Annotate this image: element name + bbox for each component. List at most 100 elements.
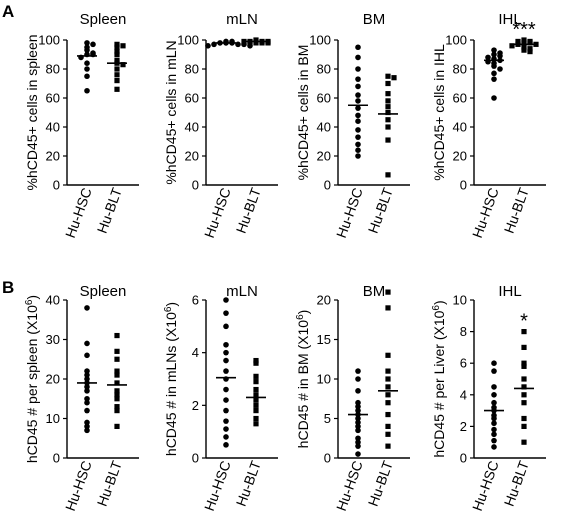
chart-b-mln-title: mLN <box>226 283 258 300</box>
chart-a-bm-point-hu-hsc <box>355 112 361 119</box>
chart-b-spleen-point-hu-blt <box>114 423 120 429</box>
chart-a-bm-point-hu-blt <box>385 80 391 87</box>
chart-a-spleen-point-hu-blt <box>114 49 120 55</box>
chart-b-spleen-y-label: hCD45 # per spleen (X106) <box>24 295 41 463</box>
chart-b-mln-point-hu-hsc <box>223 341 229 348</box>
chart-b-spleen-y-tick-label: 10 <box>46 411 60 426</box>
panel-label-b: B <box>2 278 14 297</box>
chart-b-mln-point-hu-hsc <box>223 368 229 374</box>
chart-a-spleen-point-hu-blt <box>114 44 120 50</box>
chart-a-bm-point-hu-hsc <box>355 105 361 111</box>
chart-a-ihl-point-hu-blt <box>533 41 539 47</box>
chart-b-bm-category-hu-blt: Hu-BLT <box>365 458 396 508</box>
chart-b-spleen-point-hu-hsc <box>84 340 90 347</box>
chart-a-ihl-title: IHL <box>498 11 521 28</box>
chart-b-bm-y-tick-label: 10 <box>317 372 331 387</box>
chart-b-mln-y-tick-label: 4 <box>192 345 199 360</box>
chart-b-bm-point-hu-hsc <box>355 403 361 410</box>
chart-a-spleen-point-hu-hsc <box>84 87 90 94</box>
chart-a-mln-point-hu-blt <box>253 37 259 43</box>
chart-a-bm-category-hu-blt: Hu-BLT <box>365 185 396 235</box>
chart-a-ihl-point-hu-blt <box>527 49 533 55</box>
chart-a-bm-y-label: %hCD45+ cells in BM <box>295 45 311 181</box>
chart-b-spleen-category-hu-blt: Hu-BLT <box>94 458 125 508</box>
chart-a-bm-point-hu-hsc <box>355 147 361 153</box>
chart-b-mln-point-hu-hsc <box>223 397 229 403</box>
chart-b-spleen-y-tick-label: 20 <box>46 372 60 387</box>
chart-b-mln-point-hu-blt <box>253 415 259 422</box>
chart-a-ihl-point-hu-blt <box>527 46 533 52</box>
chart-b-bm-point-hu-blt <box>385 411 391 418</box>
chart-b-bm-point-hu-hsc <box>355 439 361 446</box>
chart-a-ihl-point-hu-blt <box>509 43 515 49</box>
chart-b-spleen-point-hu-blt <box>114 408 120 414</box>
chart-b-ihl-point-hu-hsc <box>491 426 497 433</box>
chart-a-ihl-y-tick-label: 40 <box>453 120 467 135</box>
chart-b-spleen-point-hu-hsc <box>84 407 90 414</box>
chart-b-mln-point-hu-blt <box>253 392 259 398</box>
chart-a-spleen-point-hu-hsc <box>84 73 90 80</box>
chart-a-bm-point-hu-blt <box>385 73 391 79</box>
chart-b-bm-title: BM <box>363 283 386 300</box>
chart-a-mln-y-label: %hCD45+ cells in mLN <box>163 40 179 184</box>
chart-a-bm-y-tick-label: 0 <box>324 178 331 193</box>
chart-a-bm-point-hu-hsc <box>355 54 361 61</box>
chart-b-ihl-y-tick-label: 0 <box>460 451 467 466</box>
chart-b-bm-point-hu-hsc <box>355 451 361 457</box>
chart-b-ihl-point-hu-hsc <box>491 437 497 444</box>
chart-a-ihl-point-hu-hsc <box>491 95 497 101</box>
chart-a-mln-point-hu-blt <box>253 40 259 46</box>
chart-b-ihl-point-hu-blt <box>521 329 527 335</box>
chart-a-ihl-point-hu-blt <box>521 47 527 53</box>
chart-b-bm-point-hu-hsc <box>355 427 361 434</box>
chart-a-bm-y-tick-label: 60 <box>317 91 331 106</box>
chart-a-bm-point-hu-hsc <box>355 66 361 72</box>
chart-b-mln-category-hu-blt: Hu-BLT <box>233 458 264 508</box>
chart-b-ihl-point-hu-blt <box>521 392 527 398</box>
chart-b-bm-point-hu-blt <box>385 289 391 295</box>
chart-a-spleen-point-hu-blt <box>114 66 120 72</box>
chart-b-spleen-point-hu-hsc <box>84 352 90 359</box>
chart-b-spleen-y-tick-label: 40 <box>46 293 60 308</box>
chart-a-mln-point-hu-blt <box>247 40 253 46</box>
chart-a-mln-point-hu-blt <box>241 38 247 45</box>
chart-a-mln-point-hu-hsc <box>205 43 211 49</box>
chart-a-spleen-point-hu-blt <box>114 86 120 92</box>
chart-a-spleen-point-hu-hsc <box>84 60 90 66</box>
chart-a-ihl-point-hu-hsc <box>497 66 503 72</box>
chart-a-bm-point-hu-blt <box>385 124 391 130</box>
chart-b-bm-y-tick-label: 20 <box>317 293 331 308</box>
chart-a-bm-category-hu-hsc: Hu-HSC <box>333 186 366 240</box>
chart-b-ihl-point-hu-blt <box>521 360 527 366</box>
chart-a-bm-point-hu-hsc <box>355 127 361 133</box>
chart-b-spleen-point-hu-hsc <box>84 427 90 434</box>
chart-b-ihl-category-hu-blt: Hu-BLT <box>501 458 532 508</box>
chart-a-bm-point-hu-hsc <box>355 76 361 82</box>
chart-b-mln-point-hu-hsc <box>223 310 229 316</box>
chart-b-ihl-title: IHL <box>498 283 521 300</box>
chart-b-ihl-point-hu-blt <box>521 363 527 369</box>
chart-a-bm-point-hu-blt <box>385 137 391 143</box>
chart-a-bm-point-hu-blt <box>385 91 391 97</box>
chart-a-spleen-point-hu-blt <box>114 57 120 63</box>
chart-a-mln-point-hu-hsc <box>235 41 241 48</box>
chart-b-spleen-point-hu-hsc <box>84 423 90 430</box>
chart-b-ihl-point-hu-blt <box>521 423 527 429</box>
chart-a-mln-point-hu-blt <box>259 40 265 46</box>
chart-b-mln-y-tick-label: 6 <box>192 293 199 308</box>
chart-b-ihl-point-hu-blt <box>521 344 527 350</box>
chart-b-spleen-point-hu-blt <box>114 380 120 386</box>
chart-b-spleen-point-hu-hsc <box>84 399 90 406</box>
chart-b-spleen-category-hu-hsc: Hu-HSC <box>62 459 95 513</box>
chart-a-mln-point-hu-blt <box>265 40 271 46</box>
chart-a-spleen-y-tick-label: 20 <box>46 149 60 164</box>
chart-a-ihl-y-label: %hCD45+ cells in IHL <box>431 44 447 181</box>
chart-a-ihl-category-hu-blt: Hu-BLT <box>501 185 532 235</box>
chart-b-mln-point-hu-blt <box>253 386 259 393</box>
chart-a-ihl-point-hu-hsc <box>491 70 497 77</box>
chart-a-spleen-y-tick-label: 100 <box>38 33 60 48</box>
chart-b-spleen-point-hu-blt <box>114 332 120 339</box>
chart-b-ihl-point-hu-hsc <box>491 368 497 374</box>
chart-b-mln-point-hu-hsc <box>223 442 229 448</box>
chart-b-bm-point-hu-blt <box>385 443 391 449</box>
